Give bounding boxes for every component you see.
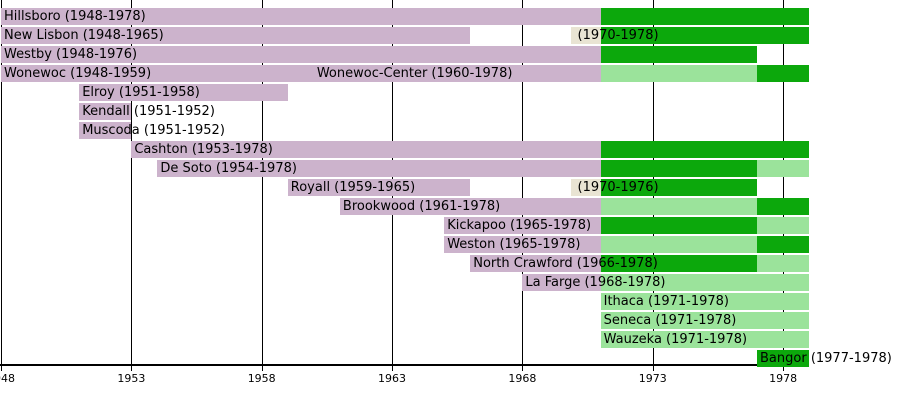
bar-segment [757,255,810,272]
bar-segment [1,8,601,25]
bar-segment [79,122,132,139]
bar-segment [339,198,601,215]
bar-segment [600,236,758,253]
bar-label: Elroy (1951-1958) [82,85,200,100]
bar-segment [757,217,810,234]
x-axis-tick-label: 1953 [117,372,146,385]
bar-segment [600,198,758,215]
bar-segment [600,160,758,177]
bar-segment [1,27,471,44]
bar-segment [444,217,601,234]
bar-label: (1970-1978) [577,28,659,43]
x-axis-line [0,364,810,366]
x-axis-tick-label: 1973 [638,372,667,385]
bar-segment [522,274,601,291]
x-axis-tick-label: 1948 [0,372,15,385]
bar-label: Wauzeka (1971-1978) [603,332,748,347]
bar-segment [1,46,601,63]
grid-line [131,0,133,371]
bar-label: Hillsboro (1948-1978) [4,9,146,24]
bar-segment [131,141,601,158]
bar-segment [600,179,758,196]
bar-segment [600,65,758,82]
bar-label: Brookwood (1961-1978) [342,199,501,214]
bar-segment [600,141,810,158]
bar-label: Muscoda (1951-1952) [82,123,225,138]
bar-label: Kendall (1951-1952) [82,104,215,119]
bar-segment [79,84,288,101]
bar-segment [600,46,758,63]
bar-segment [600,274,810,291]
bar-label: Seneca (1971-1978) [603,313,737,328]
x-axis-tick-label: 1963 [378,372,407,385]
bar-segment [287,179,471,196]
x-axis-tick-label: 1958 [247,372,276,385]
bar-segment [600,293,810,310]
grid-line [1,0,2,371]
bar-segment [600,312,810,329]
bar-label: New Lisbon (1948-1965) [4,28,164,43]
bar-segment [600,8,810,25]
x-axis-tick-label: 1968 [508,372,537,385]
bar-label: Royall (1959-1965) [290,180,416,195]
bar-segment [600,331,810,348]
bar-segment [600,255,758,272]
bar-segment [444,236,601,253]
bar-segment [157,160,601,177]
bar-label: Westby (1948-1976) [4,47,138,62]
bar-label: (1970-1976) [577,180,659,195]
bar-segment [600,27,810,44]
bar-segment [600,217,758,234]
grid-line [261,0,263,371]
bar-label: Ithaca (1971-1978) [603,294,729,309]
bar-segment [470,255,601,272]
bar-label: Kickapoo (1965-1978) [447,218,592,233]
bar-label: Cashton (1953-1978) [134,142,273,157]
bar-segment [757,350,810,367]
bar-segment [1,65,601,82]
bar-segment [757,236,810,253]
bar-segment [757,65,810,82]
bar-label: La Farge (1968-1978) [525,275,666,290]
bar-label: North Crawford (1966-1978) [473,256,658,271]
grid-line [783,0,785,371]
bar-label: Bangor (1977-1978) [760,351,892,366]
bar-segment [79,103,132,120]
bar-segment [757,198,810,215]
bar-segment [757,160,810,177]
bar-label: Wonewoc-Center (1960-1978) [316,66,513,81]
x-axis-tick-label: 1978 [769,372,798,385]
grid-line [522,0,524,371]
bar-label: De Soto (1954-1978) [160,161,297,176]
bar-label: Weston (1965-1978) [447,237,581,252]
bar-label: Wonewoc (1948-1959) [4,66,152,81]
